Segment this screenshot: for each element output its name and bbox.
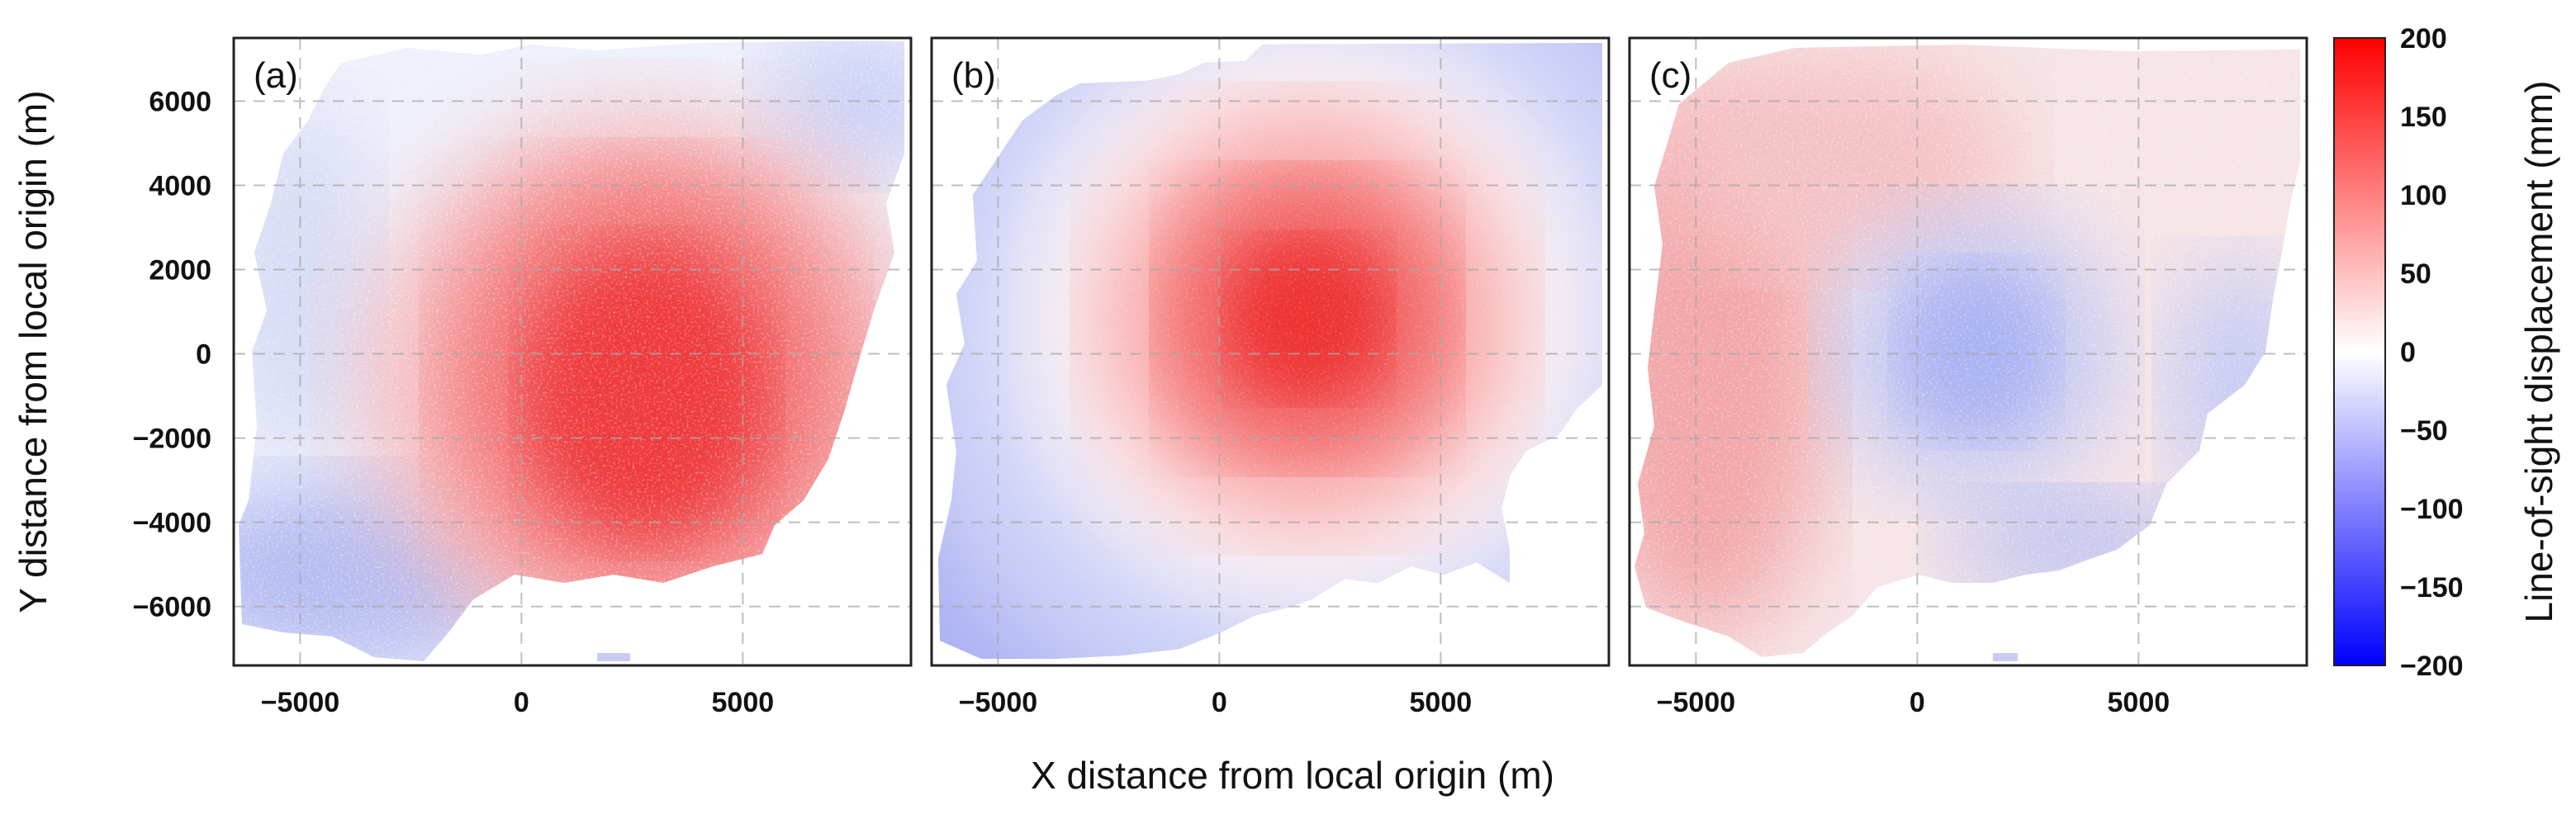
panel-b-grid	[932, 38, 1609, 665]
x-tick-label: −5000	[1657, 687, 1736, 718]
x-tick-label: 0	[514, 687, 529, 718]
panel-a-grid	[234, 38, 911, 665]
colorbar-gradient	[2333, 37, 2386, 666]
colorbar-tick-label: 50	[2400, 258, 2431, 290]
x-axis-title: X distance from local origin (m)	[1031, 754, 1554, 797]
panel-c-grid	[1630, 38, 2307, 665]
panel-c: (c)	[1628, 36, 2308, 667]
panel-label-a: (a)	[254, 55, 298, 96]
y-tick-label: −4000	[133, 508, 212, 539]
x-tick-label: 5000	[2108, 687, 2170, 718]
y-tick-label: 6000	[149, 87, 211, 118]
y-tick-label: 2000	[149, 255, 211, 286]
panel-a-heatmap	[239, 41, 904, 661]
panel-a: (a)	[232, 36, 913, 667]
panel-c-fragment	[1993, 653, 2018, 661]
panel-label-b: (b)	[951, 55, 996, 96]
y-tick-label: −6000	[133, 592, 212, 623]
y-tick-label: 4000	[149, 171, 211, 202]
x-tick-label: 5000	[1410, 687, 1473, 718]
colorbar: 200 150 100 50 0 −50 −100 −150 −200 Line…	[2333, 23, 2560, 682]
x-tick-label: −5000	[261, 687, 340, 718]
x-tick-label: 5000	[712, 687, 775, 718]
y-tick-label: 0	[196, 339, 211, 371]
x-axis-ticks: −5000 0 5000 −5000 0 5000 −5000 0 5000	[261, 687, 2170, 718]
x-tick-label: 0	[1212, 687, 1227, 718]
colorbar-title: Line-of-sight displacement (mm)	[2517, 80, 2560, 623]
panel-b: (b)	[930, 36, 1611, 667]
panel-c-frame	[1628, 36, 2308, 667]
panel-a-frame	[232, 36, 913, 667]
y-tick-label: −2000	[133, 424, 212, 455]
panel-a-fragment	[597, 653, 630, 661]
y-axis-ticks: 6000 4000 2000 0 −2000 −4000 −6000	[133, 87, 212, 623]
colorbar-tick-label: 150	[2400, 102, 2447, 133]
y-axis-title: Y distance from local origin (m)	[12, 90, 55, 613]
panel-label-c: (c)	[1649, 55, 1691, 96]
panel-c-heatmap	[1634, 45, 2300, 657]
colorbar-tick-label: 100	[2400, 180, 2447, 211]
x-tick-label: −5000	[959, 687, 1038, 718]
colorbar-tick-label: 0	[2400, 337, 2416, 368]
colorbar-tick-label: −150	[2400, 572, 2464, 604]
x-tick-label: 0	[1909, 687, 1925, 718]
colorbar-tick-label: 200	[2400, 23, 2447, 54]
colorbar-tick-label: −50	[2400, 415, 2448, 447]
colorbar-tick-label: −200	[2400, 651, 2464, 682]
panel-b-frame	[930, 36, 1611, 667]
colorbar-tick-label: −100	[2400, 494, 2464, 525]
